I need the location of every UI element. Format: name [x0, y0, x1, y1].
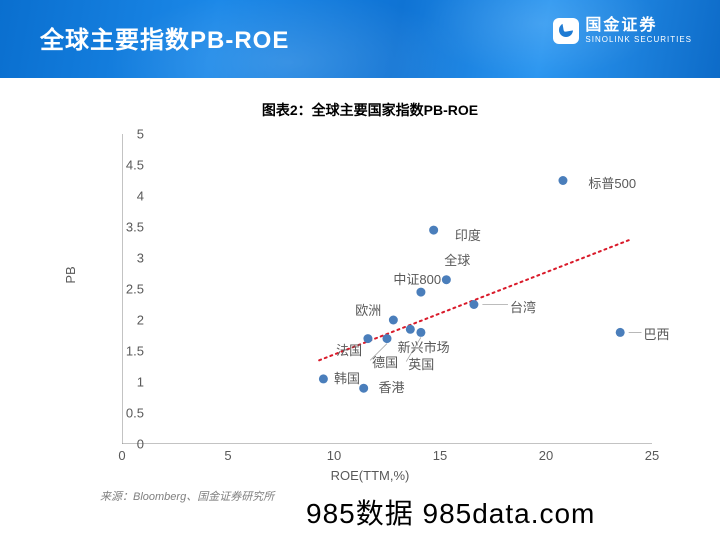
point-label: 香港: [379, 377, 405, 396]
point-label: 韩国: [334, 368, 360, 387]
slide-header: 全球主要指数PB-ROE 国金证券 SINOLINK SECURITIES: [0, 0, 720, 78]
logo-en: SINOLINK SECURITIES: [585, 36, 692, 44]
y-axis-label: PB: [63, 266, 78, 283]
ytick-label: 3.5: [104, 220, 144, 235]
point-label: 法国: [336, 340, 362, 359]
xtick-label: 20: [526, 448, 566, 463]
xtick-label: 25: [632, 448, 672, 463]
scatter-plot: [122, 134, 652, 444]
point-label: 印度: [455, 225, 481, 244]
point-label: 标普500: [588, 173, 636, 192]
point-label: 巴西: [644, 324, 670, 343]
ytick-label: 4.5: [104, 158, 144, 173]
company-logo: 国金证券 SINOLINK SECURITIES: [553, 18, 692, 44]
logo-text: 国金证券 SINOLINK SECURITIES: [585, 18, 692, 44]
ytick-label: 1.5: [104, 344, 144, 359]
watermark-text: 985数据 985data.com: [306, 492, 595, 532]
ytick-label: 1: [104, 375, 144, 390]
chart-container: 图表2：全球主要国家指数PB-ROE PB ROE(TTM,%) 来源：Bloo…: [60, 100, 680, 500]
ytick-label: 2.5: [104, 282, 144, 297]
ytick-label: 3: [104, 251, 144, 266]
logo-mark-icon: [553, 18, 579, 44]
xtick-label: 15: [420, 448, 460, 463]
xtick-label: 5: [208, 448, 248, 463]
ytick-label: 5: [104, 127, 144, 142]
xtick-label: 10: [314, 448, 354, 463]
ytick-label: 4: [104, 189, 144, 204]
xtick-label: 0: [102, 448, 142, 463]
logo-cn: 国金证券: [585, 18, 692, 34]
point-label: 台湾: [510, 297, 536, 316]
ytick-label: 0.5: [104, 406, 144, 421]
chart-source: 来源：Bloomberg、国金证券研究所: [100, 488, 274, 504]
slide-title: 全球主要指数PB-ROE: [40, 20, 289, 55]
point-label: 全球: [444, 250, 470, 269]
chart-title: 图表2：全球主要国家指数PB-ROE: [60, 100, 680, 120]
ytick-label: 2: [104, 313, 144, 328]
point-label: 英国: [408, 354, 434, 373]
point-label: 德国: [372, 352, 398, 371]
point-label: 中证800: [393, 269, 441, 288]
x-axis-label: ROE(TTM,%): [331, 468, 410, 483]
point-label: 欧洲: [355, 300, 381, 319]
